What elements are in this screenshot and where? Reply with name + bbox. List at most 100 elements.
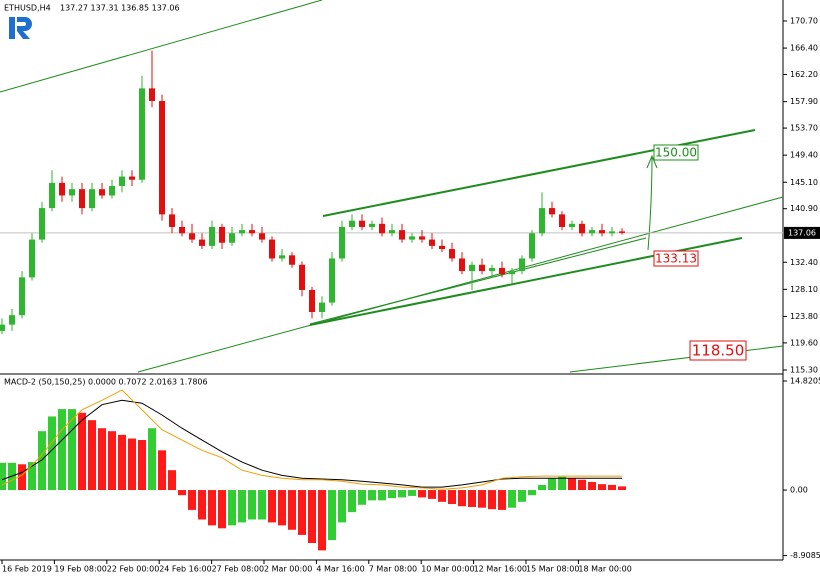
macd-bar <box>318 490 326 551</box>
macd-bar <box>18 464 26 491</box>
logo <box>9 17 32 39</box>
macd-bar <box>168 470 176 491</box>
candle-body <box>279 255 285 259</box>
macd-bar <box>78 412 86 491</box>
candle-body <box>29 239 35 278</box>
current-price-label: 137.06 <box>788 228 816 237</box>
candle-body <box>489 267 495 272</box>
macd-line <box>1 399 622 488</box>
target-arrow <box>646 154 658 251</box>
candle-body <box>349 220 355 227</box>
macd-bar <box>58 409 66 491</box>
candle-body <box>109 186 115 196</box>
macd-bar <box>378 490 386 501</box>
y-tick-label: 157.90 <box>790 97 818 106</box>
candle-body <box>419 236 425 240</box>
candle-body <box>159 100 165 215</box>
candle-body <box>509 271 515 275</box>
y-tick-label: 119.60 <box>790 338 818 347</box>
macd-bar <box>178 490 186 496</box>
macd-bar <box>528 490 536 496</box>
macd-bar <box>408 490 416 496</box>
macd-bar <box>388 490 396 499</box>
macd-bar <box>28 462 36 491</box>
candle-body <box>269 239 275 259</box>
macd-bar <box>148 428 156 491</box>
macd-bar <box>48 416 56 491</box>
candle-body <box>339 226 345 259</box>
candle-body <box>399 230 405 240</box>
macd-bar <box>548 478 556 491</box>
candle-body <box>89 189 95 209</box>
x-tick-label: 15 Mar 08:00 <box>526 565 579 574</box>
candle-body <box>179 226 185 234</box>
x-tick-label: 24 Feb 16:00 <box>159 565 211 574</box>
quote-values: 137.27 137.31 136.85 137.06 <box>60 4 180 13</box>
macd-bar <box>368 490 376 501</box>
macd-bar <box>468 490 476 507</box>
candle-body <box>449 249 455 259</box>
y-tick-label: 140.90 <box>790 204 818 213</box>
candle-body <box>129 176 135 180</box>
macd-title: MACD-2 (50,150,25) 0.0000 0.7072 2.0163 … <box>4 378 208 387</box>
macd-bar <box>98 428 106 491</box>
macd-bar <box>298 490 306 535</box>
y-tick-label: -8.9085 <box>790 551 820 560</box>
macd-bar <box>158 450 166 491</box>
candle-body <box>259 233 265 240</box>
candle-body <box>289 255 295 265</box>
y-tick-label: 149.40 <box>790 151 818 160</box>
y-tick-label: 123.80 <box>790 312 818 321</box>
macd-bar <box>238 490 246 523</box>
candle-body <box>189 233 195 240</box>
macd-bar <box>68 409 76 491</box>
candle-body <box>139 88 145 180</box>
candle-body <box>429 239 435 246</box>
candle-body <box>319 302 325 313</box>
x-tick-label: 22 Feb 00:00 <box>107 565 159 574</box>
candle-body <box>499 267 505 275</box>
macd-bar <box>308 490 316 544</box>
macd-bar <box>478 490 486 508</box>
y-tick-label: 166.40 <box>790 44 818 53</box>
macd-bar <box>438 490 446 502</box>
candle-body <box>99 189 105 196</box>
x-tick-label: 7 Mar 08:00 <box>369 565 417 574</box>
symbol-title: ETHUSD,H4 <box>4 4 51 13</box>
macd-bar <box>218 490 226 529</box>
trend-line <box>137 196 784 373</box>
candle-body <box>69 189 75 196</box>
candle-body <box>569 223 575 227</box>
macd-bar <box>128 438 136 491</box>
candle-body <box>549 208 555 215</box>
macd-bar <box>398 490 406 498</box>
candle-body <box>0 324 5 331</box>
macd-bar <box>508 490 516 508</box>
y-tick-label: 145.10 <box>790 178 818 187</box>
candle-body <box>229 233 235 243</box>
y-tick-label: 128.10 <box>790 285 818 294</box>
trend-line <box>0 0 323 93</box>
macd-bar <box>568 478 576 491</box>
macd-bar <box>208 490 216 526</box>
candle-body <box>439 245 445 250</box>
candle-body <box>369 223 375 227</box>
x-tick-label: 18 Mar 00:00 <box>578 565 631 574</box>
candle-body <box>409 236 415 240</box>
candle-body <box>19 277 25 316</box>
macd-bar <box>428 490 436 499</box>
channel-line <box>322 129 756 217</box>
candle-body <box>209 226 215 246</box>
macd-bar <box>588 481 596 491</box>
macd-bar <box>608 484 616 491</box>
macd-bar <box>228 490 236 526</box>
candle-body <box>9 315 15 325</box>
macd-bar <box>38 431 46 491</box>
candle-body <box>559 214 565 227</box>
current-price-box <box>784 226 820 239</box>
macd-bar <box>268 490 276 523</box>
y-tick-label: 132.40 <box>790 258 818 267</box>
y-tick-label: 162.20 <box>790 70 818 79</box>
macd-bar <box>138 440 146 491</box>
support-label-box <box>653 250 699 267</box>
